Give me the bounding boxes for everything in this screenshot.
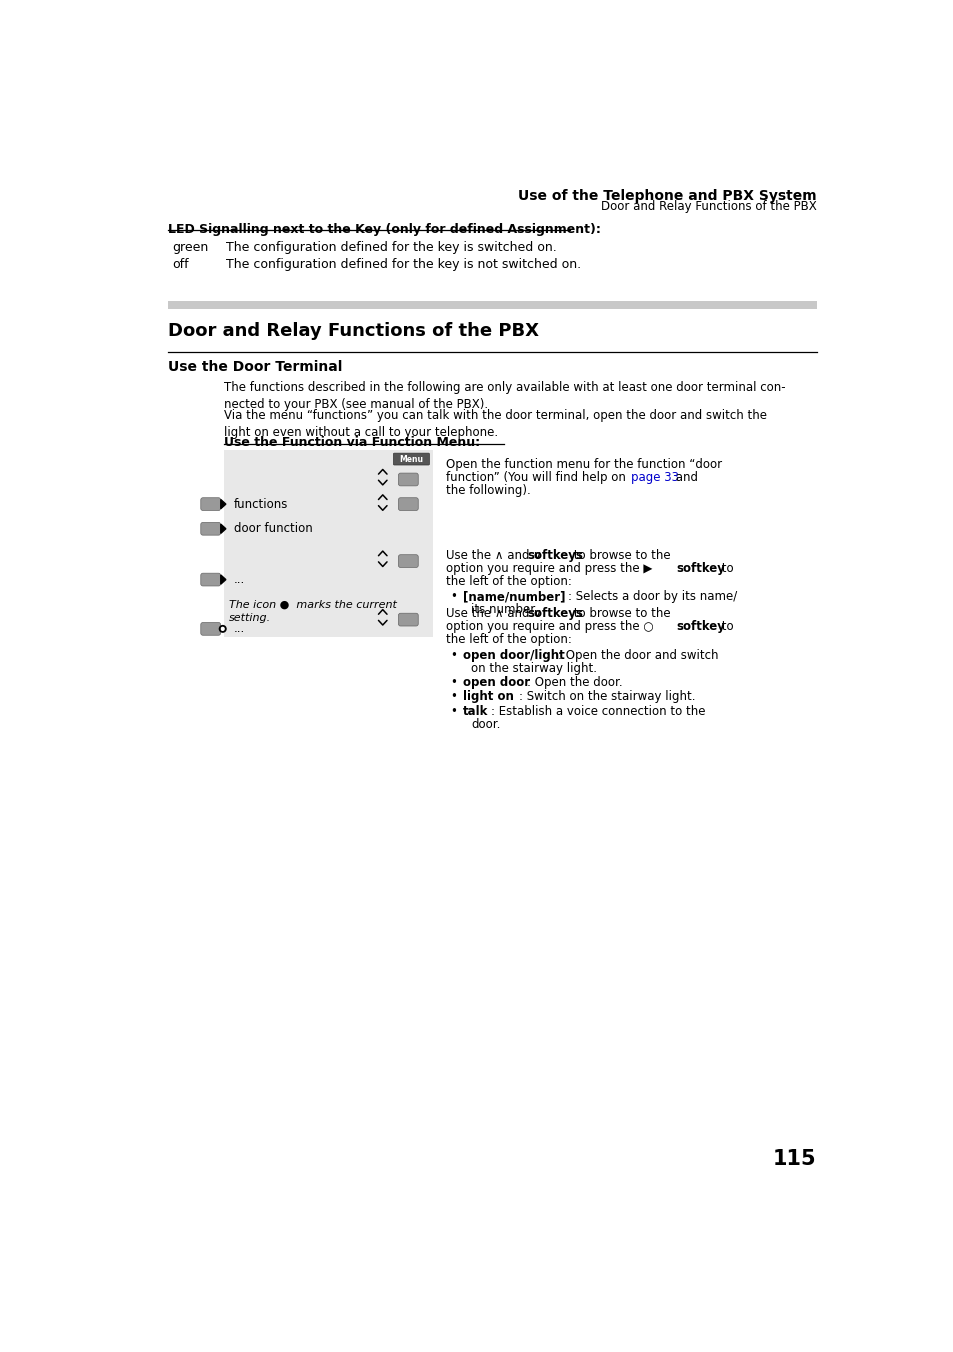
Text: The functions described in the following are only available with at least one do: The functions described in the following…: [224, 381, 784, 411]
Text: softkey: softkey: [676, 562, 724, 575]
Text: off: off: [172, 258, 189, 270]
Text: Open the function menu for the function “door: Open the function menu for the function …: [446, 458, 721, 470]
Text: Menu: Menu: [399, 454, 423, 464]
FancyBboxPatch shape: [393, 453, 429, 465]
Text: ...: ...: [233, 622, 245, 635]
Text: Use the Door Terminal: Use the Door Terminal: [168, 360, 342, 375]
Text: Use the ∧ and ∨: Use the ∧ and ∨: [446, 549, 545, 562]
Text: Use the Function via Function Menu:: Use the Function via Function Menu:: [224, 435, 479, 449]
Text: •: •: [450, 649, 456, 662]
Text: : Switch on the stairway light.: : Switch on the stairway light.: [518, 691, 695, 703]
Text: Use the ∧ and ∨: Use the ∧ and ∨: [446, 607, 545, 621]
Text: : Selects a door by its name/: : Selects a door by its name/: [567, 591, 737, 603]
Text: the left of the option:: the left of the option:: [446, 634, 572, 646]
Text: •: •: [450, 691, 456, 703]
Text: door function: door function: [233, 522, 313, 535]
Text: page 33: page 33: [630, 470, 678, 484]
Bar: [168, 301, 816, 308]
Text: and: and: [672, 470, 698, 484]
Text: ...: ...: [233, 573, 245, 585]
FancyBboxPatch shape: [398, 498, 417, 511]
Text: The configuration defined for the key is not switched on.: The configuration defined for the key is…: [226, 258, 580, 270]
Text: The icon ●  marks the current
setting.: The icon ● marks the current setting.: [229, 599, 396, 623]
Text: : Open the door and switch: : Open the door and switch: [558, 649, 718, 662]
Text: Via the menu “functions” you can talk with the door terminal, open the door and : Via the menu “functions” you can talk wi…: [224, 408, 766, 439]
Text: LED Signalling next to the Key (only for defined Assignment):: LED Signalling next to the Key (only for…: [168, 223, 600, 237]
Text: •: •: [450, 591, 456, 603]
FancyBboxPatch shape: [398, 473, 417, 485]
Text: the left of the option:: the left of the option:: [446, 575, 572, 588]
Text: : Open the door.: : Open the door.: [526, 676, 622, 690]
Text: to: to: [717, 621, 733, 633]
Polygon shape: [220, 525, 226, 534]
Text: open door: open door: [463, 676, 530, 690]
Text: softkeys: softkeys: [527, 607, 583, 621]
Text: talk: talk: [463, 704, 488, 718]
Text: its number.: its number.: [471, 603, 537, 617]
FancyBboxPatch shape: [398, 554, 417, 568]
Text: Door and Relay Functions of the PBX: Door and Relay Functions of the PBX: [168, 322, 538, 339]
Text: door.: door.: [471, 718, 500, 731]
Text: : Establish a voice connection to the: : Establish a voice connection to the: [491, 704, 705, 718]
Text: the following).: the following).: [446, 484, 531, 498]
Text: Door and Relay Functions of the PBX: Door and Relay Functions of the PBX: [600, 200, 816, 214]
Text: •: •: [450, 676, 456, 690]
Text: to browse to the: to browse to the: [570, 607, 670, 621]
FancyBboxPatch shape: [200, 573, 220, 585]
FancyBboxPatch shape: [200, 622, 220, 635]
Text: 115: 115: [772, 1149, 816, 1168]
Polygon shape: [220, 575, 226, 584]
Text: on the stairway light.: on the stairway light.: [471, 662, 597, 675]
Text: function” (You will find help on: function” (You will find help on: [446, 470, 629, 484]
Text: to: to: [717, 562, 733, 575]
Text: functions: functions: [233, 498, 288, 511]
Text: softkeys: softkeys: [527, 549, 583, 562]
Text: option you require and press the ○: option you require and press the ○: [446, 621, 657, 633]
Text: open door/light: open door/light: [463, 649, 564, 662]
Text: •: •: [450, 704, 456, 718]
Text: green: green: [172, 241, 208, 254]
FancyBboxPatch shape: [398, 614, 417, 626]
Bar: [224, 450, 433, 637]
FancyBboxPatch shape: [200, 522, 220, 535]
Text: to browse to the: to browse to the: [570, 549, 670, 562]
Text: Use of the Telephone and PBX System: Use of the Telephone and PBX System: [517, 189, 816, 203]
Text: softkey: softkey: [676, 621, 724, 633]
Text: light on: light on: [463, 691, 514, 703]
Polygon shape: [220, 499, 226, 508]
Text: [name/number]: [name/number]: [463, 591, 565, 603]
Text: The configuration defined for the key is switched on.: The configuration defined for the key is…: [226, 241, 557, 254]
FancyBboxPatch shape: [200, 498, 220, 511]
Text: option you require and press the ▶: option you require and press the ▶: [446, 562, 656, 575]
